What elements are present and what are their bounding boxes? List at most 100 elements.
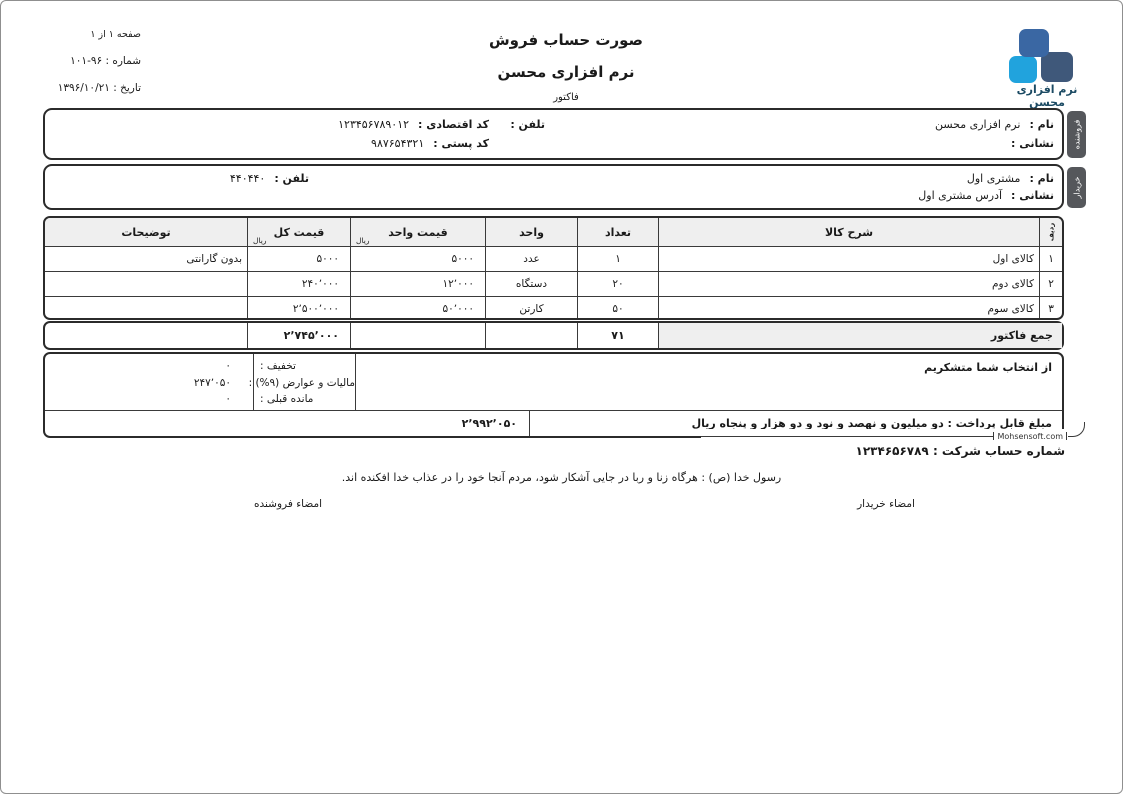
previous-balance-label: مانده قبلی :: [260, 393, 314, 405]
invoice-total-quantity: ۷۱: [577, 323, 658, 348]
seller-eco-field: کد اقتصادی : ۱۲۳۴۵۶۷۸۹۰۱۲: [338, 118, 489, 131]
empty-cell: [45, 323, 247, 348]
watermark-tick: [993, 432, 995, 440]
cell-unit: دستگاه: [485, 272, 577, 296]
cell-row-no: ۱: [1039, 247, 1062, 271]
payable-label: مبلغ قابل پرداخت : دو میلیون و نهصد و نو…: [529, 411, 1062, 436]
cell-notes: بدون گارانتی: [186, 253, 242, 265]
summary-values: ۰ ۲۴۷٬۰۵۰ ۰: [45, 354, 253, 410]
header-quantity: تعداد: [577, 218, 658, 246]
buyer-address-label: نشانی :: [1011, 189, 1054, 202]
buyer-tab-label: خریدار: [1072, 176, 1081, 199]
empty-cell: [485, 323, 577, 348]
cell-notes: [45, 272, 247, 296]
table-row: ۲ کالای دوم ۲۰ دستگاه ۱۲٬۰۰۰ ۲۴۰٬۰۰۰: [45, 272, 1062, 297]
cell-description: کالای سوم: [658, 297, 1039, 318]
table-header-row: ردیف شرح کالا تعداد واحد قیمت واحد ریال ق…: [45, 218, 1062, 247]
seller-row-1: نام : نرم افزاری محسن تلفن : کد اقتصادی …: [53, 118, 1054, 131]
payable-row: مبلغ قابل پرداخت : دو میلیون و نهصد و نو…: [45, 410, 1062, 436]
seller-postal-value: ۹۸۷۶۵۴۳۲۱: [371, 137, 425, 150]
company-logo: نرم افزاری محسن: [999, 27, 1095, 109]
header-notes: توضیحات: [121, 225, 171, 239]
buyer-phone-value: ۴۴۰۴۴۰: [229, 172, 266, 185]
page-info: صفحه ۱ از ۱: [90, 29, 141, 40]
cell-row-no: ۲: [1039, 272, 1062, 296]
seller-name-field: نام : نرم افزاری محسن: [559, 118, 1054, 131]
seller-row-2: نشانی : کد پستی : ۹۸۷۶۵۴۳۲۱: [53, 137, 1054, 150]
seller-address-field: نشانی :: [559, 137, 1054, 150]
seller-eco-label: کد اقتصادی :: [418, 118, 489, 131]
seller-tab-label: فروشنده: [1071, 119, 1081, 150]
buyer-tab: خریدار: [1067, 167, 1086, 208]
header-row-no: ردیف: [1039, 218, 1062, 246]
seller-phone-label: تلفن :: [510, 118, 545, 131]
invoice-title: صورت حساب فروش: [488, 31, 643, 49]
invoice-total-label: جمع فاکتور: [658, 323, 1062, 348]
buyer-row-1: نام : مشتری اول تلفن : ۴۴۰۴۴۰: [53, 172, 1054, 185]
header-unit-price-label: قیمت واحد: [388, 225, 448, 239]
seller-postal-field: کد پستی : ۹۸۷۶۵۴۳۲۱: [371, 137, 489, 150]
header: صورت حساب فروش نرم افزاری محسن فاکتور: [351, 31, 781, 103]
thanks-note: از انتخاب شما متشکریم: [924, 361, 1052, 374]
tax-value: ۲۴۷٬۰۵۰: [193, 376, 231, 389]
seller-name-value: نرم افزاری محسن: [934, 118, 1021, 131]
discount-label: تخفیف :: [260, 360, 296, 372]
buyer-row-2: نشانی : آدرس مشتری اول: [53, 189, 1054, 202]
website-label: Mohsensoft.com: [997, 431, 1063, 441]
logo-square-top-icon: [1019, 29, 1049, 57]
logo-square-right-icon: [1041, 52, 1073, 82]
summary-top: از انتخاب شما متشکریم تخفیف : مالیات و ع…: [45, 354, 1062, 410]
cell-unit-price: ۱۲٬۰۰۰: [350, 272, 485, 296]
cell-unit-price: ۵۰٬۰۰۰: [350, 297, 485, 318]
cell-unit: کارتن: [485, 297, 577, 318]
items-table: ردیف شرح کالا تعداد واحد قیمت واحد ریال ق…: [43, 216, 1064, 320]
cell-total-price: ۲۴۰٬۰۰۰: [247, 272, 350, 296]
watermark-tick: [1066, 432, 1067, 440]
cell-quantity: ۲۰: [577, 272, 658, 296]
cell-quantity: ۱: [577, 247, 658, 271]
watermark-corner-curve: [1068, 422, 1085, 437]
payable-value: ۲٬۹۹۲٬۰۵۰: [461, 417, 517, 430]
company-name: نرم افزاری محسن: [497, 63, 635, 81]
company-account-number: شماره حساب شرکت : ۱۲۳۴۶۵۶۷۸۹: [855, 444, 1065, 458]
summary-box: از انتخاب شما متشکریم تخفیف : مالیات و ع…: [43, 352, 1064, 438]
buyer-box: نام : مشتری اول تلفن : ۴۴۰۴۴۰ نشانی : آد…: [43, 164, 1064, 210]
table-row: ۳ کالای سوم ۵۰ کارتن ۵۰٬۰۰۰ ۲٬۵۰۰٬۰۰۰: [45, 297, 1062, 318]
tax-label: مالیات و عوارض (۹%) :: [248, 376, 355, 389]
header-total-price-label: قیمت کل: [273, 225, 325, 239]
seller-name-label: نام :: [1029, 118, 1054, 131]
seller-phone-field: تلفن :: [489, 118, 559, 131]
logo-square-left-icon: [1009, 56, 1037, 83]
seller-box: نام : نرم افزاری محسن تلفن : کد اقتصادی …: [43, 108, 1064, 160]
seller-postal-label: کد پستی :: [433, 137, 489, 150]
table-row: ۱ کالای اول ۱ عدد ۵۰۰۰ ۵۰۰۰ بدون گارانتی: [45, 247, 1062, 272]
buyer-phone-label: تلفن :: [274, 172, 309, 185]
previous-balance-value: ۰: [225, 393, 231, 405]
buyer-name-label: نام :: [1029, 172, 1054, 185]
cell-description: کالای اول: [658, 247, 1039, 271]
religious-quote: رسول خدا (ص) : هرگاه زنا و ربا در جایی آ…: [341, 471, 782, 484]
buyer-address-field: نشانی : آدرس مشتری اول: [918, 189, 1054, 202]
header-unit-price: قیمت واحد ریال: [350, 218, 485, 246]
invoice-total-row: جمع فاکتور ۷۱ ۲٬۷۴۵٬۰۰۰: [43, 321, 1064, 350]
summary-labels: تخفیف : مالیات و عوارض (۹%) : مانده قبلی…: [248, 354, 356, 410]
signature-buyer: امضاء خریدار: [857, 498, 915, 510]
watermark: Mohsensoft.com: [701, 429, 1067, 443]
cell-unit: عدد: [485, 247, 577, 271]
invoice-total-amount: ۲٬۷۴۵٬۰۰۰: [247, 323, 350, 348]
discount-value: ۰: [225, 360, 231, 372]
currency-note: ریال: [253, 236, 267, 245]
cell-notes: [45, 297, 247, 318]
cell-row-no: ۳: [1039, 297, 1062, 318]
header-description: شرح کالا: [658, 218, 1039, 246]
cell-unit-price: ۵۰۰۰: [350, 247, 485, 271]
watermark-line: [701, 435, 994, 437]
buyer-name-field: نام : مشتری اول: [309, 172, 1054, 185]
page-meta: صفحه ۱ از ۱ شماره : ۹۶-۱۰۱ تاریخ : ۱۳۹۶/…: [21, 28, 141, 109]
buyer-address-value: آدرس مشتری اول: [918, 189, 1003, 202]
header-row-no-label: ردیف: [1047, 222, 1055, 242]
cell-total-price: ۵۰۰۰: [247, 247, 350, 271]
buyer-phone-field: تلفن : ۴۴۰۴۴۰: [230, 172, 309, 185]
signature-seller: امضاء فروشنده: [254, 498, 322, 510]
